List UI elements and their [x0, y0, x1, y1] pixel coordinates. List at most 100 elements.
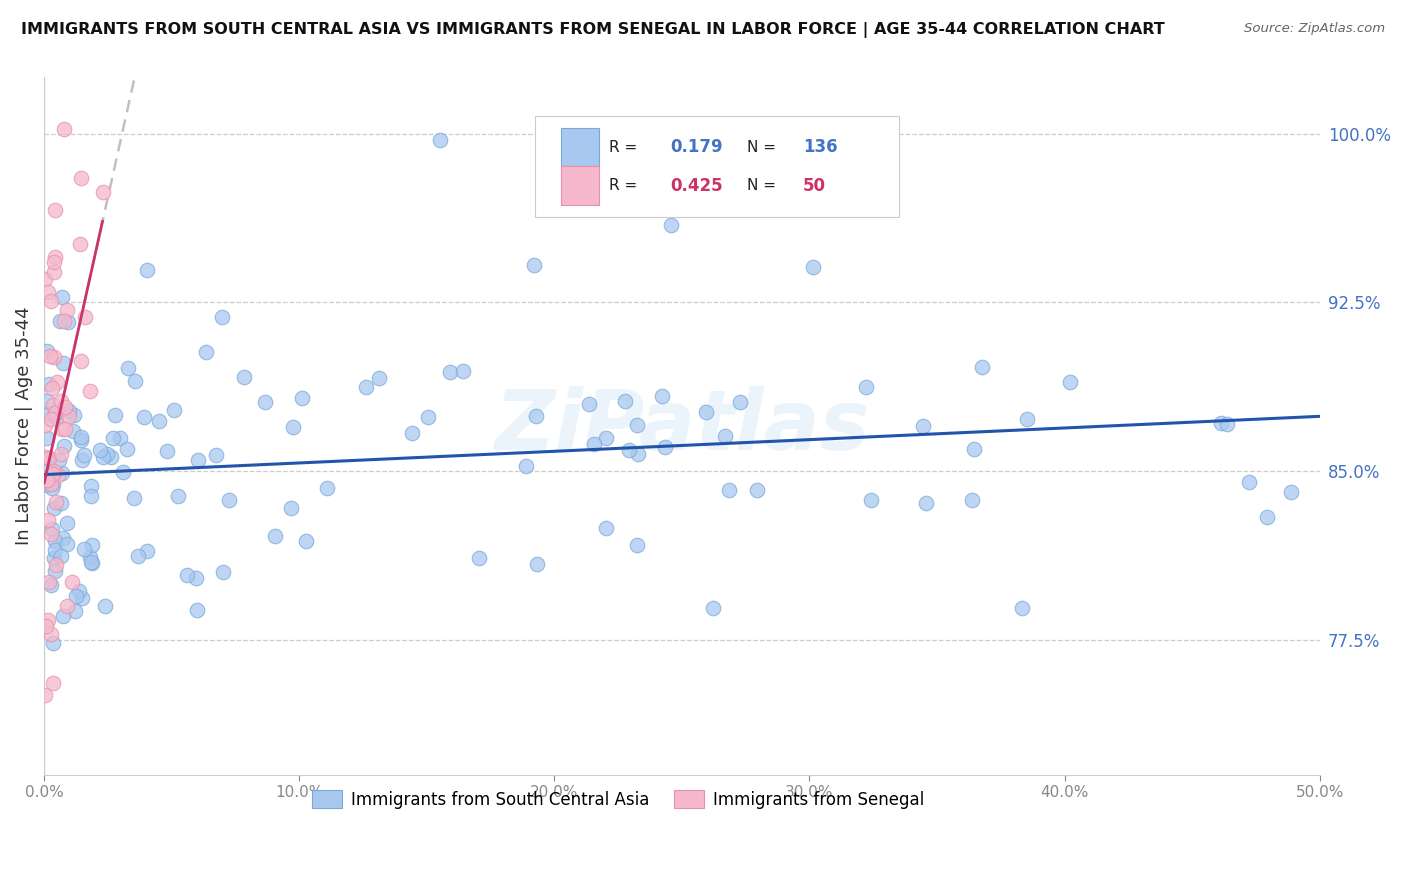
Immigrants from South Central Asia	[89, 443, 111, 458]
Immigrants from South Central Asia	[429, 133, 451, 147]
Immigrants from South Central Asia	[44, 543, 66, 558]
Immigrants from Senegal	[75, 310, 97, 324]
Immigrants from Senegal	[37, 513, 59, 527]
Immigrants from South Central Asia	[651, 389, 673, 403]
Immigrants from Senegal	[42, 676, 65, 690]
Immigrants from South Central Asia	[127, 549, 149, 564]
Immigrants from Senegal	[41, 627, 63, 641]
Immigrants from South Central Asia	[48, 453, 70, 467]
Immigrants from South Central Asia	[695, 405, 717, 419]
Immigrants from South Central Asia	[80, 479, 103, 493]
Immigrants from South Central Asia	[104, 408, 127, 422]
Immigrants from South Central Asia	[70, 434, 93, 448]
Immigrants from Senegal	[34, 417, 56, 432]
Immigrants from South Central Asia	[44, 550, 66, 565]
Immigrants from South Central Asia	[80, 538, 103, 552]
Immigrants from Senegal	[44, 250, 66, 264]
Immigrants from Senegal	[70, 171, 93, 186]
Immigrants from South Central Asia	[354, 380, 377, 394]
Immigrants from South Central Asia	[35, 393, 58, 408]
Immigrants from South Central Asia	[264, 529, 287, 543]
Immigrants from South Central Asia	[195, 345, 218, 359]
Immigrants from Senegal	[34, 688, 56, 702]
Immigrants from South Central Asia	[578, 397, 600, 411]
Immigrants from South Central Asia	[176, 568, 198, 582]
Immigrants from Senegal	[37, 613, 59, 627]
Immigrants from South Central Asia	[52, 531, 75, 545]
Immigrants from South Central Asia	[439, 365, 461, 379]
Immigrants from South Central Asia	[38, 377, 60, 392]
Immigrants from Senegal	[34, 450, 56, 465]
Immigrants from South Central Asia	[855, 380, 877, 394]
Immigrants from South Central Asia	[70, 591, 93, 605]
Immigrants from South Central Asia	[41, 481, 63, 495]
Immigrants from Senegal	[37, 473, 59, 487]
Immigrants from South Central Asia	[62, 408, 84, 422]
Immigrants from Senegal	[69, 236, 91, 251]
Y-axis label: In Labor Force | Age 35-44: In Labor Force | Age 35-44	[15, 307, 32, 545]
Immigrants from South Central Asia	[73, 541, 96, 556]
Immigrants from South Central Asia	[155, 444, 177, 458]
Text: 0.425: 0.425	[671, 177, 723, 194]
Immigrants from South Central Asia	[37, 406, 59, 420]
Immigrants from South Central Asia	[659, 218, 682, 232]
Immigrants from South Central Asia	[614, 393, 637, 408]
Immigrants from South Central Asia	[280, 501, 302, 516]
Immigrants from South Central Asia	[1017, 412, 1039, 426]
Immigrants from Senegal	[39, 294, 62, 309]
Bar	[561, 128, 599, 166]
Immigrants from Senegal	[52, 122, 75, 136]
Immigrants from South Central Asia	[135, 544, 157, 558]
Immigrants from South Central Asia	[39, 578, 62, 592]
Immigrants from South Central Asia	[96, 446, 118, 460]
Immigrants from Senegal	[56, 599, 79, 614]
Immigrants from South Central Asia	[914, 496, 936, 510]
Text: 136: 136	[803, 138, 838, 156]
Immigrants from South Central Asia	[595, 431, 617, 445]
Immigrants from South Central Asia	[44, 534, 66, 549]
Text: 50: 50	[803, 177, 827, 194]
Immigrants from South Central Asia	[626, 417, 648, 432]
Immigrants from Senegal	[39, 412, 62, 426]
Immigrants from South Central Asia	[526, 557, 548, 571]
Immigrants from South Central Asia	[960, 492, 983, 507]
Immigrants from South Central Asia	[37, 451, 59, 466]
Immigrants from South Central Asia	[35, 431, 58, 445]
Immigrants from Senegal	[53, 400, 76, 414]
Immigrants from South Central Asia	[1237, 475, 1260, 489]
Immigrants from South Central Asia	[713, 429, 735, 443]
Immigrants from South Central Asia	[963, 442, 986, 457]
Immigrants from South Central Asia	[100, 450, 122, 464]
Text: IMMIGRANTS FROM SOUTH CENTRAL ASIA VS IMMIGRANTS FROM SENEGAL IN LABOR FORCE | A: IMMIGRANTS FROM SOUTH CENTRAL ASIA VS IM…	[21, 22, 1164, 38]
Immigrants from South Central Asia	[451, 364, 474, 378]
Immigrants from South Central Asia	[163, 402, 186, 417]
Immigrants from South Central Asia	[56, 516, 79, 530]
Immigrants from Senegal	[38, 575, 60, 590]
Immigrants from South Central Asia	[73, 448, 96, 462]
Immigrants from South Central Asia	[315, 481, 337, 495]
Immigrants from South Central Asia	[44, 408, 66, 422]
Immigrants from South Central Asia	[51, 290, 73, 304]
Immigrants from South Central Asia	[82, 556, 104, 570]
Immigrants from South Central Asia	[56, 315, 79, 329]
Immigrants from South Central Asia	[582, 437, 605, 451]
Immigrants from South Central Asia	[702, 601, 724, 615]
Immigrants from South Central Asia	[627, 447, 650, 461]
Immigrants from Senegal	[46, 467, 69, 482]
Text: Source: ZipAtlas.com: Source: ZipAtlas.com	[1244, 22, 1385, 36]
Immigrants from Senegal	[42, 255, 65, 269]
Immigrants from South Central Asia	[38, 458, 60, 473]
Immigrants from Senegal	[44, 202, 66, 217]
Immigrants from South Central Asia	[515, 458, 537, 473]
Immigrants from South Central Asia	[37, 469, 59, 483]
Immigrants from Senegal	[45, 558, 67, 572]
Immigrants from Senegal	[45, 495, 67, 509]
Immigrants from Senegal	[91, 186, 114, 200]
Immigrants from South Central Asia	[218, 492, 240, 507]
Immigrants from South Central Asia	[69, 430, 91, 444]
Immigrants from South Central Asia	[148, 414, 170, 428]
Immigrants from South Central Asia	[283, 420, 305, 434]
Text: ZiPatlas: ZiPatlas	[494, 385, 870, 467]
Immigrants from South Central Asia	[124, 375, 146, 389]
Legend: Immigrants from South Central Asia, Immigrants from Senegal: Immigrants from South Central Asia, Immi…	[305, 784, 931, 815]
